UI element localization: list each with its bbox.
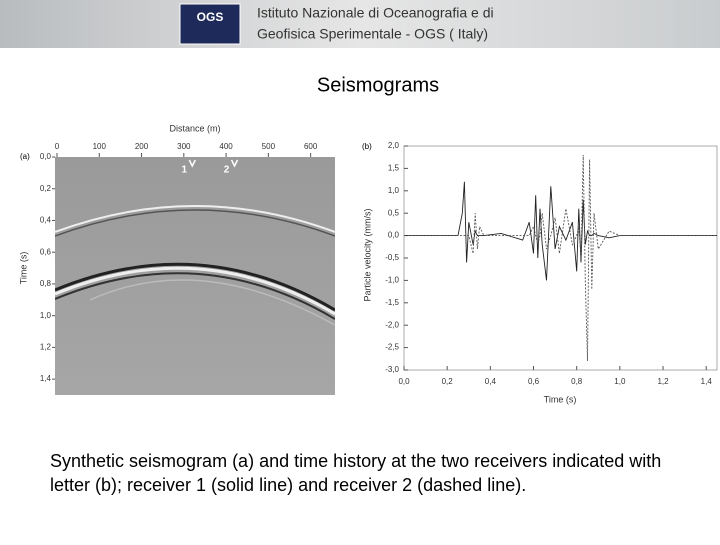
panel-label: (a) bbox=[20, 152, 30, 161]
y-tick-label: -1,0 bbox=[385, 276, 399, 285]
header-band bbox=[0, 0, 720, 48]
y-tick-label: -2,5 bbox=[385, 343, 399, 352]
plot-frame bbox=[403, 145, 718, 371]
series-line bbox=[404, 181, 717, 281]
caption: Synthetic seismogram (a) and time histor… bbox=[50, 451, 661, 495]
x-tick-label: 1,0 bbox=[614, 377, 626, 386]
x-tick-label: 300 bbox=[177, 142, 191, 151]
y-tick-label: 0,8 bbox=[40, 279, 52, 288]
x-tick-label: 0,2 bbox=[442, 377, 454, 386]
x-tick-label: 400 bbox=[219, 142, 233, 151]
y-tick-label: 0,6 bbox=[40, 247, 52, 256]
y-tick-label: 0,5 bbox=[388, 208, 400, 217]
y-tick-label: 1,2 bbox=[40, 343, 52, 352]
caption-text: Synthetic seismogram (a) and time histor… bbox=[50, 451, 661, 471]
y-tick-label: -1,5 bbox=[385, 298, 399, 307]
y-tick-label: 1,5 bbox=[388, 164, 400, 173]
x-axis-label: Distance (m) bbox=[169, 123, 220, 133]
receiver-label: 2 bbox=[224, 165, 230, 176]
y-tick-label: 1,0 bbox=[388, 186, 400, 195]
y-tick-label: 0,0 bbox=[40, 152, 52, 161]
y-tick-label: 1,0 bbox=[40, 311, 52, 320]
x-tick-label: 0,8 bbox=[571, 377, 583, 386]
seismogram-image bbox=[55, 157, 335, 395]
x-tick-label: 600 bbox=[304, 142, 318, 151]
x-tick-label: 500 bbox=[262, 142, 276, 151]
x-tick-label: 0,6 bbox=[528, 377, 540, 386]
panel-b: (b) Time (s) Particle velocity (mm/s) 0,… bbox=[362, 141, 718, 404]
header-text: Geofisica Sperimentale - OGS ( Italy) bbox=[257, 26, 488, 42]
header-text: Istituto Nazionale di Oceanografia e di bbox=[257, 5, 494, 21]
x-tick-label: 100 bbox=[93, 142, 107, 151]
caption-text: letter (b); receiver 1 (solid line) and … bbox=[50, 475, 526, 495]
panel-label: (b) bbox=[362, 142, 372, 151]
receiver-label: 1 bbox=[181, 165, 187, 176]
logo-text: OGS bbox=[197, 10, 224, 24]
receiver-marker bbox=[230, 159, 239, 168]
y-axis-label: Particle velocity (mm/s) bbox=[362, 208, 372, 301]
y-tick-label: -2,0 bbox=[385, 320, 399, 329]
y-tick-label: 2,0 bbox=[388, 141, 400, 150]
y-tick-label: 0,0 bbox=[388, 231, 400, 240]
y-tick-label: -0,5 bbox=[385, 253, 399, 262]
y-tick-label: 1,4 bbox=[40, 374, 52, 383]
slide-title: Seismograms bbox=[317, 74, 439, 96]
y-axis-label: Time (s) bbox=[18, 252, 28, 285]
x-tick-label: 1,2 bbox=[657, 377, 669, 386]
y-tick-label: 0,2 bbox=[40, 184, 52, 193]
y-tick-label: 0,4 bbox=[40, 216, 52, 225]
x-tick-label: 1,4 bbox=[701, 377, 713, 386]
x-tick-label: 0,4 bbox=[485, 377, 497, 386]
receiver-marker bbox=[188, 159, 196, 168]
seismogram-reflections bbox=[55, 205, 335, 326]
x-tick-label: 0 bbox=[55, 142, 60, 151]
x-tick-label: 0,0 bbox=[398, 377, 410, 386]
y-tick-label: -3,0 bbox=[385, 365, 399, 374]
x-tick-label: 200 bbox=[135, 142, 149, 151]
panel-a: (a) Distance (m) Time (s) 0 100 200 300 400 5… bbox=[18, 123, 335, 395]
series-line bbox=[404, 154, 717, 362]
logo bbox=[179, 3, 241, 45]
x-axis-label: Time (s) bbox=[544, 394, 577, 404]
